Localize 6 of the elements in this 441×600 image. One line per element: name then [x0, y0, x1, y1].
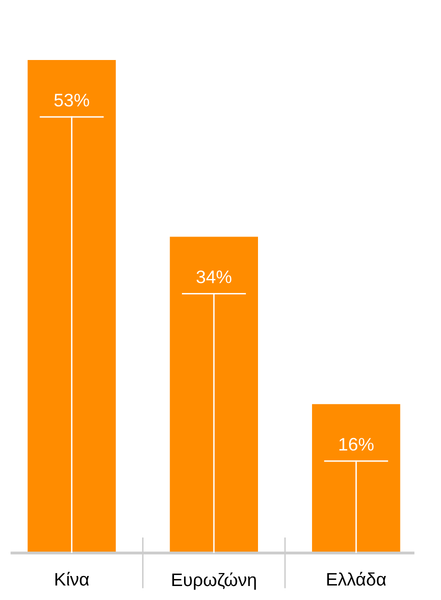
x-tick-label: Ελλάδα: [327, 572, 386, 586]
data-label: 34%: [196, 270, 232, 284]
data-label: 53%: [54, 94, 90, 107]
x-tick-label: Ευρωζώνη: [172, 572, 256, 590]
data-label: 16%: [339, 438, 374, 451]
x-tick-label: Κίνα: [55, 572, 89, 586]
